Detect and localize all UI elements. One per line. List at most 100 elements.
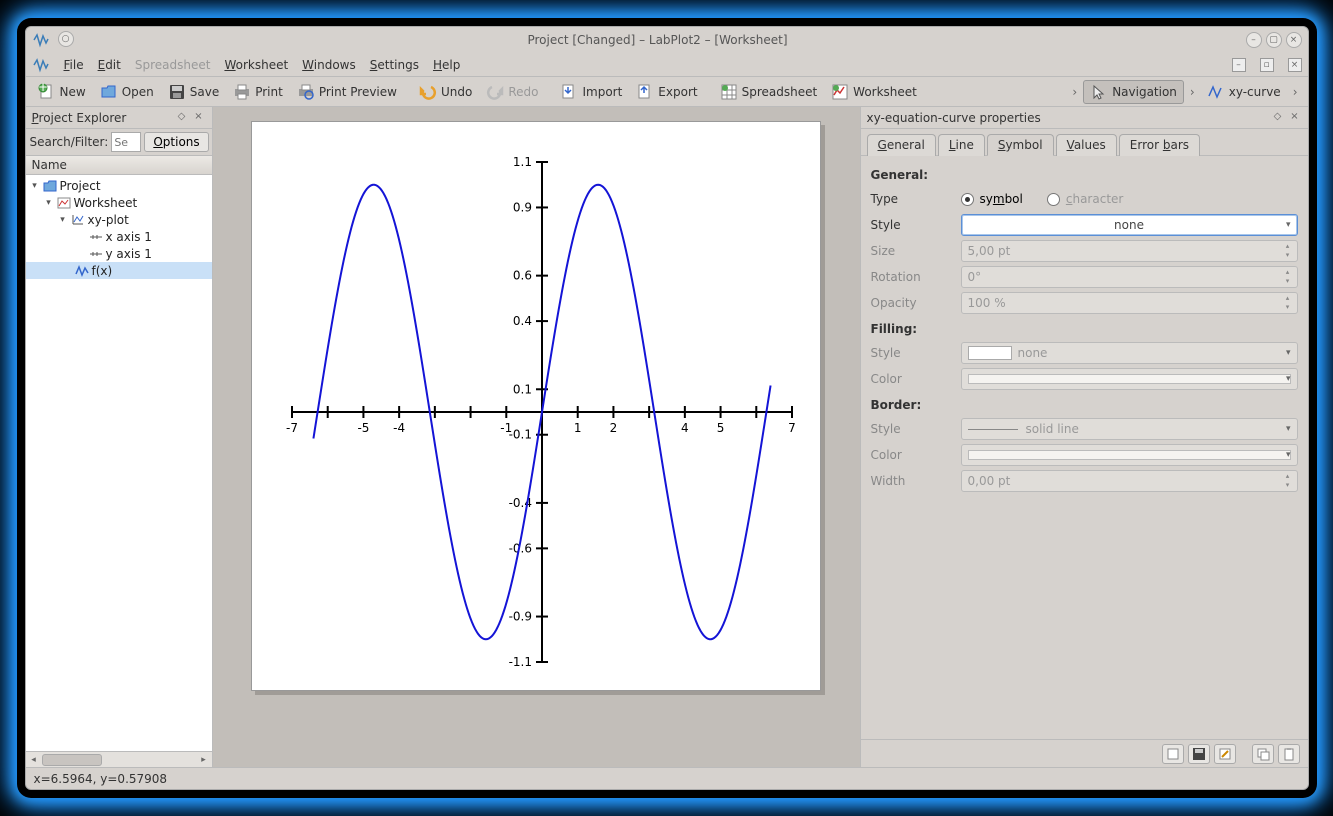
tree-node-y-axis[interactable]: y axis 1 (26, 245, 212, 262)
toolbar-overflow-3[interactable]: › (1289, 85, 1302, 99)
size-label: Size (871, 244, 955, 258)
worksheet-button[interactable]: Worksheet (825, 81, 923, 103)
xy-plot: -7-5-4-112457-1.1-0.9-0.6-0.4-0.10.10.40… (252, 122, 822, 692)
toolbar-overflow-1[interactable]: › (1068, 85, 1081, 99)
fill-color-select: ▾ (961, 368, 1298, 390)
import-button[interactable]: Import (554, 81, 628, 103)
svg-text:-0.1: -0.1 (509, 428, 532, 442)
app-window: ○ Project [Changed] – LabPlot2 – [Worksh… (25, 26, 1309, 790)
panel-float-button[interactable]: ◇ (175, 111, 189, 125)
undo-icon (419, 83, 437, 101)
export-button[interactable]: Export (630, 81, 703, 103)
mdi-close-button[interactable]: × (1288, 58, 1302, 72)
new-button[interactable]: +New (32, 81, 92, 103)
load-template-button[interactable] (1162, 744, 1184, 764)
svg-text:5: 5 (717, 421, 725, 435)
menu-edit[interactable]: Edit (98, 58, 121, 72)
tree-node-worksheet[interactable]: ▾Worksheet (26, 194, 212, 211)
properties-panel: xy-equation-curve properties ◇ × General… (860, 107, 1308, 767)
open-icon (100, 83, 118, 101)
plot-sheet[interactable]: -7-5-4-112457-1.1-0.9-0.6-0.4-0.10.10.40… (251, 121, 821, 691)
style-label: Style (871, 218, 955, 232)
undo-button[interactable]: Undo (413, 81, 478, 103)
tree-node-project[interactable]: ▾Project (26, 177, 212, 194)
svg-text:2: 2 (610, 421, 618, 435)
tab-symbol[interactable]: Symbol (987, 134, 1054, 156)
border-style-label: Style (871, 422, 955, 436)
style-select[interactable]: none▾ (961, 214, 1298, 236)
search-input[interactable] (111, 132, 141, 152)
close-button[interactable]: × (1286, 32, 1302, 48)
save-template-button[interactable] (1188, 744, 1210, 764)
print-preview-icon (297, 83, 315, 101)
menubar: FileEditSpreadsheetWorksheetWindowsSetti… (26, 53, 1308, 77)
toolbar-overflow-2[interactable]: › (1186, 85, 1199, 99)
menu-worksheet[interactable]: Worksheet (224, 58, 288, 72)
project-explorer-title: Project Explorer (32, 111, 172, 125)
tab-values[interactable]: Values (1056, 134, 1117, 156)
menu-help[interactable]: Help (433, 58, 460, 72)
paste-button[interactable] (1278, 744, 1300, 764)
options-button[interactable]: Options (144, 132, 208, 152)
svg-text:+: + (38, 83, 48, 94)
save-button[interactable]: Save (162, 81, 225, 103)
project-tree[interactable]: ▾Project ▾Worksheet ▾xy-plot x axis 1 y … (26, 175, 212, 751)
tab-error-bars[interactable]: Error bars (1119, 134, 1200, 156)
app-menu-icon[interactable] (32, 56, 50, 74)
svg-text:0.6: 0.6 (513, 269, 532, 283)
tab-general[interactable]: General (867, 134, 936, 156)
rotation-spinner: 0°▴▾ (961, 266, 1298, 288)
rotation-label: Rotation (871, 270, 955, 284)
tree-node-fx[interactable]: f(x) (26, 262, 212, 279)
type-character-radio[interactable]: character (1047, 192, 1123, 206)
properties-bottom-toolbar (861, 739, 1308, 767)
opacity-label: Opacity (871, 296, 955, 310)
print-preview-button[interactable]: Print Preview (291, 81, 403, 103)
fill-color-label: Color (871, 372, 955, 386)
print-icon (233, 83, 251, 101)
redo-button: Redo (480, 81, 544, 103)
tree-node-xy-plot[interactable]: ▾xy-plot (26, 211, 212, 228)
border-width-label: Width (871, 474, 955, 488)
mdi-restore-button[interactable]: ▫ (1260, 58, 1274, 72)
toolbar: +New Open Save Print Print Preview Undo … (26, 77, 1308, 107)
svg-text:1: 1 (574, 421, 582, 435)
edit-button[interactable] (1214, 744, 1236, 764)
tree-hscrollbar[interactable]: ◂▸ (26, 751, 212, 767)
statusbar: x=6.5964, y=0.57908 (26, 767, 1308, 789)
navigation-button[interactable]: Navigation (1083, 80, 1184, 104)
axis-icon (88, 247, 104, 261)
print-button[interactable]: Print (227, 81, 289, 103)
spreadsheet-button[interactable]: Spreadsheet (714, 81, 824, 103)
minimize-button[interactable]: – (1246, 32, 1262, 48)
plot-icon (70, 213, 86, 227)
spreadsheet-icon (720, 83, 738, 101)
column-header-name[interactable]: Name (26, 155, 212, 175)
worksheet-area[interactable]: -7-5-4-112457-1.1-0.9-0.6-0.4-0.10.10.40… (213, 107, 860, 767)
import-icon (560, 83, 578, 101)
maximize-button[interactable]: ▢ (1266, 32, 1282, 48)
xy-curve-button[interactable]: xy-curve (1201, 81, 1287, 103)
tab-line[interactable]: Line (938, 134, 985, 156)
worksheet-icon (831, 83, 849, 101)
svg-text:-4: -4 (393, 421, 405, 435)
mdi-minimize-button[interactable]: – (1232, 58, 1246, 72)
menu-file[interactable]: File (64, 58, 84, 72)
open-button[interactable]: Open (94, 81, 160, 103)
panel-close-button[interactable]: × (192, 111, 206, 125)
tree-node-x-axis[interactable]: x axis 1 (26, 228, 212, 245)
copy-button[interactable] (1252, 744, 1274, 764)
type-symbol-radio[interactable]: symbol (961, 192, 1023, 206)
pin-icon[interactable]: ○ (58, 31, 74, 47)
export-icon (636, 83, 654, 101)
app-icon (32, 31, 50, 49)
panel-close-button[interactable]: × (1288, 111, 1302, 125)
svg-text:-5: -5 (357, 421, 369, 435)
panel-float-button[interactable]: ◇ (1271, 111, 1285, 125)
menu-settings[interactable]: Settings (370, 58, 419, 72)
worksheet-icon (56, 196, 72, 210)
menu-windows[interactable]: Windows (302, 58, 356, 72)
properties-form: General: Type symbol character Style non… (861, 156, 1308, 739)
curve-icon (74, 264, 90, 278)
status-coords: x=6.5964, y=0.57908 (34, 772, 168, 786)
